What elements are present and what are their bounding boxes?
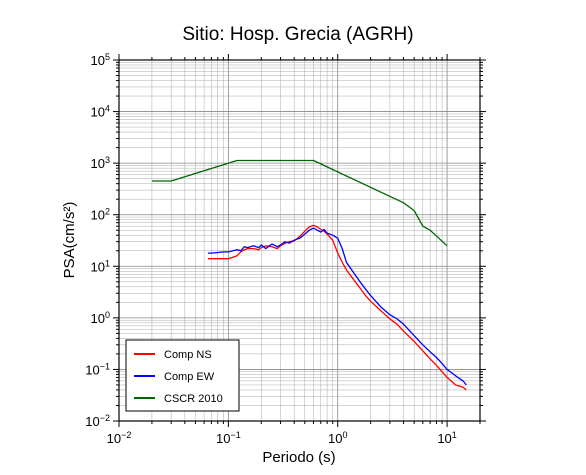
- y-tick-label: 103: [91, 155, 110, 171]
- series-line-cscr-2010: [151, 159, 448, 247]
- plot-frame: [118, 59, 481, 422]
- x-tick-label: 10−1: [216, 430, 241, 446]
- y-tick-label: 105: [91, 52, 110, 68]
- x-tick-label: 100: [328, 430, 347, 446]
- y-tick-label: 10−2: [85, 413, 110, 429]
- y-tick-label: 10−1: [85, 361, 110, 377]
- series-line-comp-ew: [207, 227, 467, 386]
- y-axis-label: PSA(cm/s²): [61, 202, 78, 279]
- y-tick-label: 104: [91, 104, 110, 120]
- chart-title: Sitio: Hosp. Grecia (AGRH): [182, 24, 413, 45]
- legend-label: Comp NS: [164, 349, 212, 361]
- legend-label: Comp EW: [164, 371, 215, 383]
- tick-marks: [113, 54, 486, 427]
- legend: Comp NS Comp EW CSCR 2010: [125, 339, 240, 412]
- y-tick-label: 102: [91, 207, 110, 223]
- x-tick-label: 10−2: [107, 430, 132, 446]
- x-axis-label: Periodo (s): [262, 449, 335, 466]
- y-tick-label: 101: [91, 258, 110, 274]
- legend-items: Comp NS Comp EW CSCR 2010: [134, 349, 223, 405]
- x-tick-label: 101: [437, 430, 456, 446]
- x-tick-labels: 10−2 10−1 100 101: [107, 430, 457, 446]
- y-tick-label: 100: [91, 310, 110, 326]
- legend-label: CSCR 2010: [164, 393, 223, 405]
- y-tick-labels: 10−2 10−1 100 101 102 103 104 105: [85, 52, 110, 429]
- series-layer: [151, 159, 467, 391]
- series-line-comp-ns: [207, 224, 467, 391]
